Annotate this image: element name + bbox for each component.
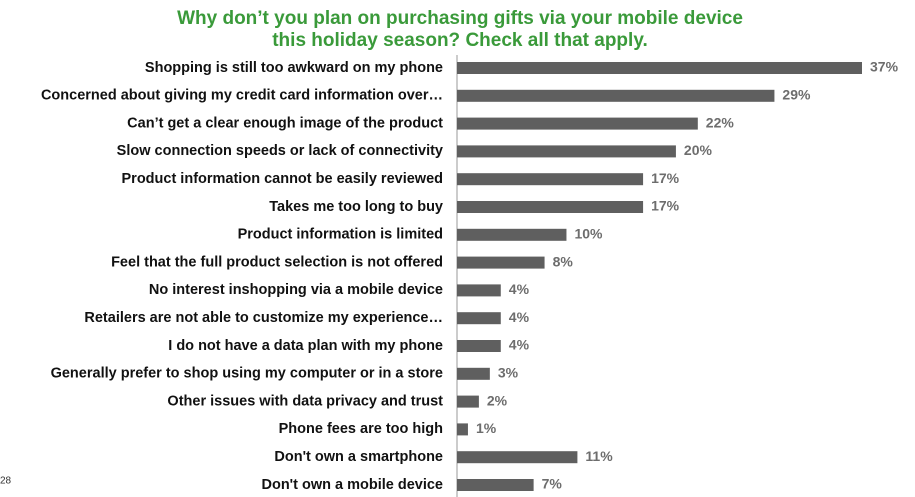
value-label: 4% [509,337,530,353]
category-label: Generally prefer to shop using my comput… [51,366,443,382]
value-label: 4% [509,309,530,325]
category-label: No interest inshopping via a mobile devi… [149,282,443,298]
bar [457,62,862,74]
bar [457,340,501,352]
value-label: 10% [574,226,603,242]
value-label: 7% [542,476,563,492]
slide-number: 28 [0,476,12,487]
value-label: 11% [585,448,613,464]
bar [457,479,534,491]
bar [457,117,698,130]
value-label: 1% [476,420,497,436]
category-label: Phone fees are too high [279,421,443,437]
category-label: Feel that the full product selection is … [111,254,443,270]
bar [457,89,775,102]
bar [457,367,490,380]
value-label: 3% [498,365,519,381]
chart-title: Why don’t you plan on purchasing gifts v… [177,8,743,51]
category-label: Retailers are not able to customize my e… [84,310,443,326]
bar [457,145,676,158]
bar [457,312,501,325]
value-label: 29% [782,87,811,103]
value-label: 8% [553,253,574,269]
bar [457,395,479,408]
bar [457,201,644,213]
category-label: Slow connection speeds or lack of connec… [117,143,443,159]
category-label: Don't own a smartphone [274,449,443,465]
category-label: Product information cannot be easily rev… [122,171,444,187]
bar [457,284,501,297]
bar [457,228,567,241]
bar [457,423,468,436]
category-label: Product information is limited [238,227,443,243]
value-label: 4% [509,281,530,297]
value-label: 17% [651,198,680,214]
category-label: I do not have a data plan with my phone [168,338,443,354]
category-label: Takes me too long to buy [269,199,443,215]
value-label: 22% [706,114,735,130]
value-label: 2% [487,392,508,408]
category-label: Other issues with data privacy and trust [167,393,443,409]
bar [457,451,578,464]
category-label: Concerned about giving my credit card in… [41,88,443,104]
value-label: 17% [651,170,680,186]
category-label: Don't own a mobile device [261,477,443,493]
bar [457,173,644,186]
category-label: Shopping is still too awkward on my phon… [145,60,443,76]
value-label: 37% [870,59,899,75]
value-label: 20% [684,142,713,158]
category-label: Can’t get a clear enough image of the pr… [127,115,443,131]
bar [457,256,545,269]
